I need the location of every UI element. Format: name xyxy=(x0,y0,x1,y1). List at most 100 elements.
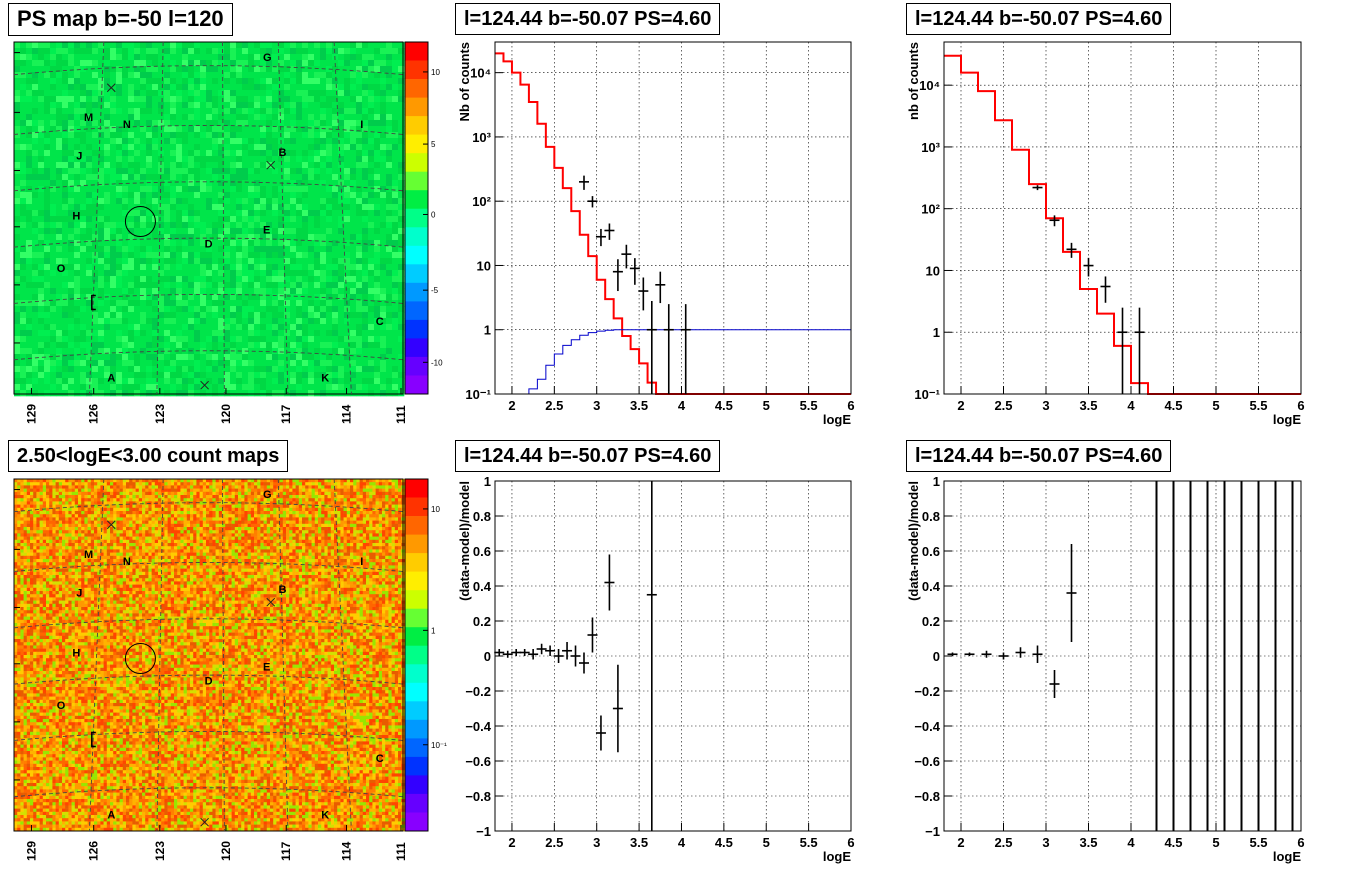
map-pixel xyxy=(32,258,38,264)
map-pixel xyxy=(164,204,170,210)
map-pixel xyxy=(164,186,170,192)
map-pixel xyxy=(338,318,344,324)
map-pixel xyxy=(206,108,212,114)
map-pixel xyxy=(80,174,86,180)
map-pixel xyxy=(350,348,356,354)
map-pixel xyxy=(46,479,50,483)
map-pixel xyxy=(320,78,326,84)
map-pixel xyxy=(242,162,248,168)
map-pixel xyxy=(84,479,88,483)
map-pixel xyxy=(212,264,218,270)
map-pixel xyxy=(136,505,140,509)
map-pixel xyxy=(26,276,32,282)
map-pixel xyxy=(290,84,296,90)
map-pixel xyxy=(104,108,110,114)
map-pixel xyxy=(62,210,68,216)
map-pixel xyxy=(283,492,287,496)
map-pixel xyxy=(248,192,254,198)
map-pixel xyxy=(242,96,248,102)
map-pixel xyxy=(32,366,38,372)
map-pixel xyxy=(362,180,368,186)
map-pixel xyxy=(290,264,296,270)
map-pixel xyxy=(91,498,95,502)
map-pixel xyxy=(152,306,158,312)
map-pixel xyxy=(315,482,319,486)
map-pixel xyxy=(128,42,134,48)
map-pixel xyxy=(104,48,110,54)
map-pixel xyxy=(338,252,344,258)
map-pixel xyxy=(134,222,140,228)
map-pixel xyxy=(187,485,191,489)
map-pixel xyxy=(225,485,229,489)
map-pixel xyxy=(360,485,364,489)
map-pixel xyxy=(360,501,364,505)
map-pixel xyxy=(219,505,223,509)
map-pixel xyxy=(366,485,370,489)
map-pixel xyxy=(20,84,26,90)
map-pixel xyxy=(194,156,200,162)
map-pixel xyxy=(80,348,86,354)
map-pixel xyxy=(206,54,212,60)
map-pixel xyxy=(230,390,236,396)
map-pixel xyxy=(232,482,236,486)
map-pixel xyxy=(116,66,122,72)
map-pixel xyxy=(266,132,272,138)
map-pixel xyxy=(236,234,242,240)
map-pixel xyxy=(266,114,272,120)
map-pixel xyxy=(44,186,50,192)
map-pixel xyxy=(362,270,368,276)
map-pixel xyxy=(62,276,68,282)
map-pixel xyxy=(62,204,68,210)
map-pixel xyxy=(38,348,44,354)
map-pixel xyxy=(20,270,26,276)
map-pixel xyxy=(152,258,158,264)
map-pixel xyxy=(212,96,218,102)
map-pixel xyxy=(142,479,146,483)
map-pixel xyxy=(62,282,68,288)
map-pixel xyxy=(296,42,302,48)
map-pixel xyxy=(386,282,392,288)
map-pixel xyxy=(158,360,164,366)
map-pixel xyxy=(88,501,92,505)
map-pixel xyxy=(155,505,159,509)
map-pixel xyxy=(65,498,69,502)
map-pixel xyxy=(194,222,200,228)
map-pixel xyxy=(224,66,230,72)
map-pixel xyxy=(235,498,239,502)
map-pixel xyxy=(266,180,272,186)
map-pixel xyxy=(146,108,152,114)
map-pixel xyxy=(188,186,194,192)
map-pixel xyxy=(110,114,116,120)
map-pixel xyxy=(110,108,116,114)
map-pixel xyxy=(338,360,344,366)
map-pixel xyxy=(68,360,74,366)
map-pixel xyxy=(272,246,278,252)
map-pixel xyxy=(80,198,86,204)
map-pixel xyxy=(308,492,312,496)
map-pixel xyxy=(290,312,296,318)
map-pixel xyxy=(44,306,50,312)
map-pixel xyxy=(296,144,302,150)
map-pixel xyxy=(344,384,350,390)
map-pixel xyxy=(241,492,245,496)
map-pixel xyxy=(92,72,98,78)
map-pixel xyxy=(194,66,200,72)
map-pixel xyxy=(284,108,290,114)
map-pixel xyxy=(50,318,56,324)
map-pixel xyxy=(320,162,326,168)
map-pixel xyxy=(176,72,182,78)
map-pixel xyxy=(158,498,162,502)
map-pixel xyxy=(218,360,224,366)
map-pixel xyxy=(14,505,18,509)
map-pixel xyxy=(278,120,284,126)
map-pixel xyxy=(260,132,266,138)
map-pixel xyxy=(284,96,290,102)
map-pixel xyxy=(176,318,182,324)
map-pixel xyxy=(248,234,254,240)
map-pixel xyxy=(164,372,170,378)
map-pixel xyxy=(290,276,296,282)
map-pixel xyxy=(134,252,140,258)
map-pixel xyxy=(380,288,386,294)
map-pixel xyxy=(188,378,194,384)
map-pixel xyxy=(86,216,92,222)
